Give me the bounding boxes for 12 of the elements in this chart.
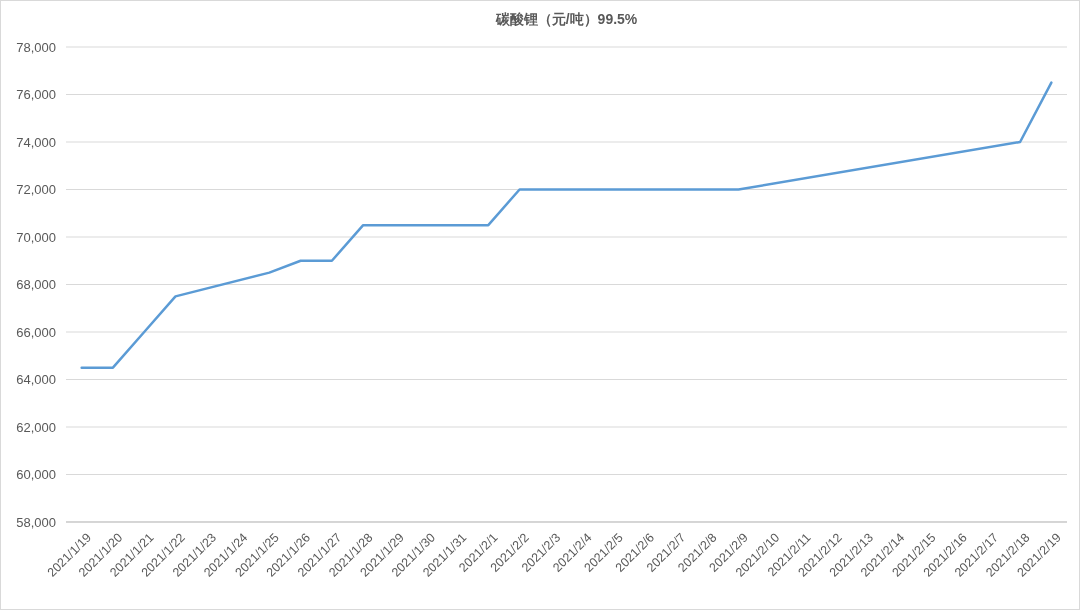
y-tick-label: 78,000 xyxy=(16,39,56,55)
chart-title: 碳酸锂（元/吨）99.5% xyxy=(494,11,638,27)
y-tick-label: 64,000 xyxy=(16,372,56,387)
y-tick-label: 74,000 xyxy=(16,134,56,150)
y-tick-label: 68,000 xyxy=(16,277,56,292)
y-tick-label: 76,000 xyxy=(16,87,56,102)
y-tick-label: 58,000 xyxy=(16,514,56,530)
y-tick-label: 70,000 xyxy=(16,229,56,245)
y-tick-label: 66,000 xyxy=(16,324,56,340)
y-tick-label: 62,000 xyxy=(16,419,56,435)
y-tick-label: 60,000 xyxy=(16,467,56,482)
y-tick-label: 72,000 xyxy=(16,182,56,197)
